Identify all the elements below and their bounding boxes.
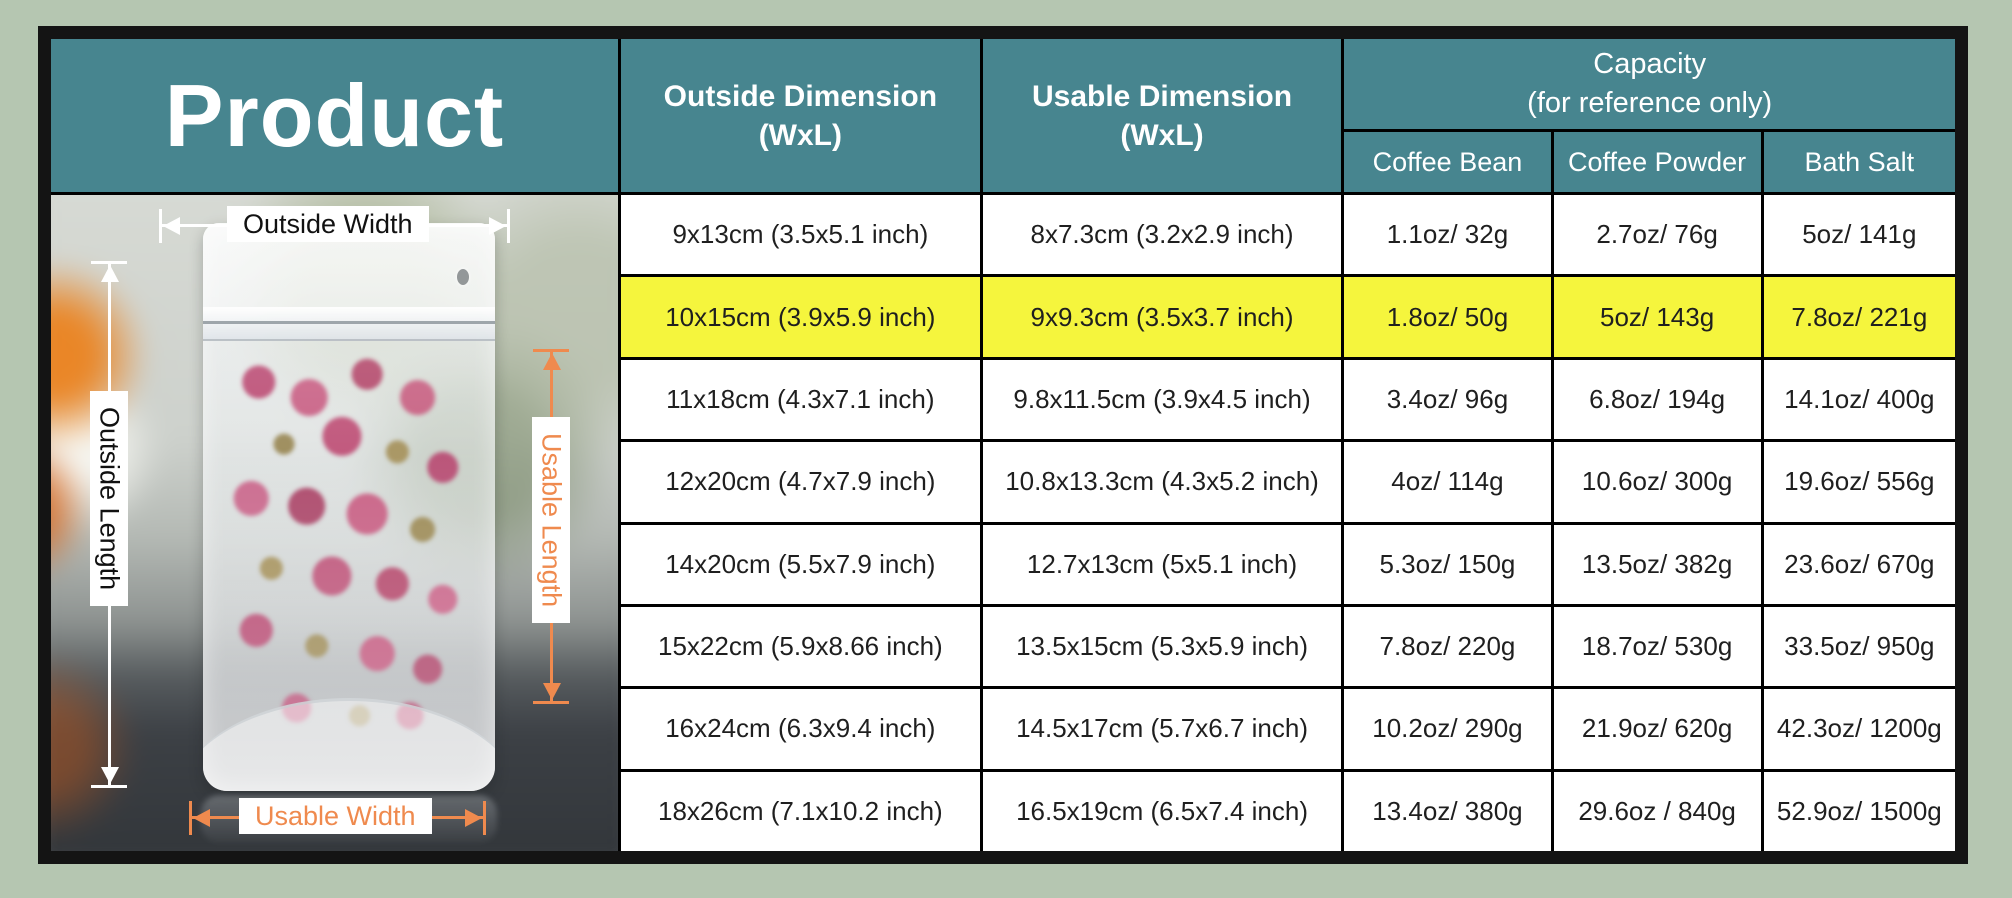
table-cell: 9x13cm (3.5x5.1 inch): [621, 195, 980, 275]
table-cell: 11x18cm (4.3x7.1 inch): [621, 359, 980, 440]
table-cell: 15x22cm (5.9x8.66 inch): [621, 606, 980, 687]
table-cell: 19.6oz/ 556g: [1763, 442, 1955, 522]
pouch-hang-hole: [457, 269, 469, 285]
table-cell: 14.1oz/ 400g: [1763, 359, 1955, 440]
table-cell: 13.5x15cm (5.3x5.9 inch): [982, 606, 1342, 687]
table-cell: 10x15cm (3.9x5.9 inch): [621, 277, 980, 357]
column-header-coffee-bean: Coffee Bean: [1344, 132, 1551, 192]
table-cell: 16.5x19cm (6.5x7.4 inch): [982, 771, 1342, 851]
table-cell: 14.5x17cm (5.7x6.7 inch): [982, 689, 1342, 769]
column-header-coffee-powder: Coffee Powder: [1553, 132, 1761, 192]
table-cell: 10.6oz/ 300g: [1553, 442, 1761, 522]
table-cell: 10.2oz/ 290g: [1344, 689, 1551, 769]
column-header-usable-dimension: Usable Dimension (WxL): [982, 39, 1342, 192]
page-title: Product: [164, 65, 505, 165]
table-cell: 5oz/ 143g: [1553, 277, 1761, 357]
rose-buds: [221, 351, 473, 739]
table-cell: 12x20cm (4.7x7.9 inch): [621, 442, 980, 522]
table-cell: 7.8oz/ 220g: [1344, 606, 1551, 687]
infographic-frame: Product Outside Width: [38, 26, 1968, 864]
table-cell: 10.8x13.3cm (4.3x5.2 inch): [982, 442, 1342, 522]
table-cell: 6.8oz/ 194g: [1553, 359, 1761, 440]
table-cell: 1.8oz/ 50g: [1344, 277, 1551, 357]
table-cell: 29.6oz / 840g: [1553, 771, 1761, 851]
table-cell: 42.3oz/ 1200g: [1763, 689, 1955, 769]
dimension-table: Outside Dimension (WxL) Usable Dimension…: [621, 39, 1955, 851]
table-cell: 4oz/ 114g: [1344, 442, 1551, 522]
pouch-image: [203, 223, 495, 791]
table-cell: 13.5oz/ 382g: [1553, 524, 1761, 604]
column-header-outside-dimension: Outside Dimension (WxL): [621, 39, 980, 192]
table-cell: 12.7x13cm (5x5.1 inch): [982, 524, 1342, 604]
table-cell: 9.8x11.5cm (3.9x4.5 inch): [982, 359, 1342, 440]
pouch-reflection: [201, 795, 497, 843]
table-cell: 8x7.3cm (3.2x2.9 inch): [982, 195, 1342, 275]
table-cell: 16x24cm (6.3x9.4 inch): [621, 689, 980, 769]
table-cell: 33.5oz/ 950g: [1763, 606, 1955, 687]
table-cell: 1.1oz/ 32g: [1344, 195, 1551, 275]
table-cell: 3.4oz/ 96g: [1344, 359, 1551, 440]
pouch-zipper: [203, 307, 495, 341]
table-cell: 21.9oz/ 620g: [1553, 689, 1761, 769]
column-header-bath-salt: Bath Salt: [1763, 132, 1955, 192]
table-cell: 23.6oz/ 670g: [1763, 524, 1955, 604]
table-cell: 18x26cm (7.1x10.2 inch): [621, 771, 980, 851]
column-header-capacity: Capacity (for reference only): [1344, 39, 1955, 129]
table-cell: 5oz/ 141g: [1763, 195, 1955, 275]
table-cell: 14x20cm (5.5x7.9 inch): [621, 524, 980, 604]
table-cell: 52.9oz/ 1500g: [1763, 771, 1955, 851]
product-panel: Product Outside Width: [51, 39, 621, 851]
table-cell: 5.3oz/ 150g: [1344, 524, 1551, 604]
table-cell: 9x9.3cm (3.5x3.7 inch): [982, 277, 1342, 357]
product-photo: Outside Width Outside Length Usable Leng…: [51, 195, 618, 851]
table-cell: 13.4oz/ 380g: [1344, 771, 1551, 851]
product-header: Product: [51, 39, 618, 195]
table-cell: 7.8oz/ 221g: [1763, 277, 1955, 357]
table-cell: 18.7oz/ 530g: [1553, 606, 1761, 687]
table-cell: 2.7oz/ 76g: [1553, 195, 1761, 275]
